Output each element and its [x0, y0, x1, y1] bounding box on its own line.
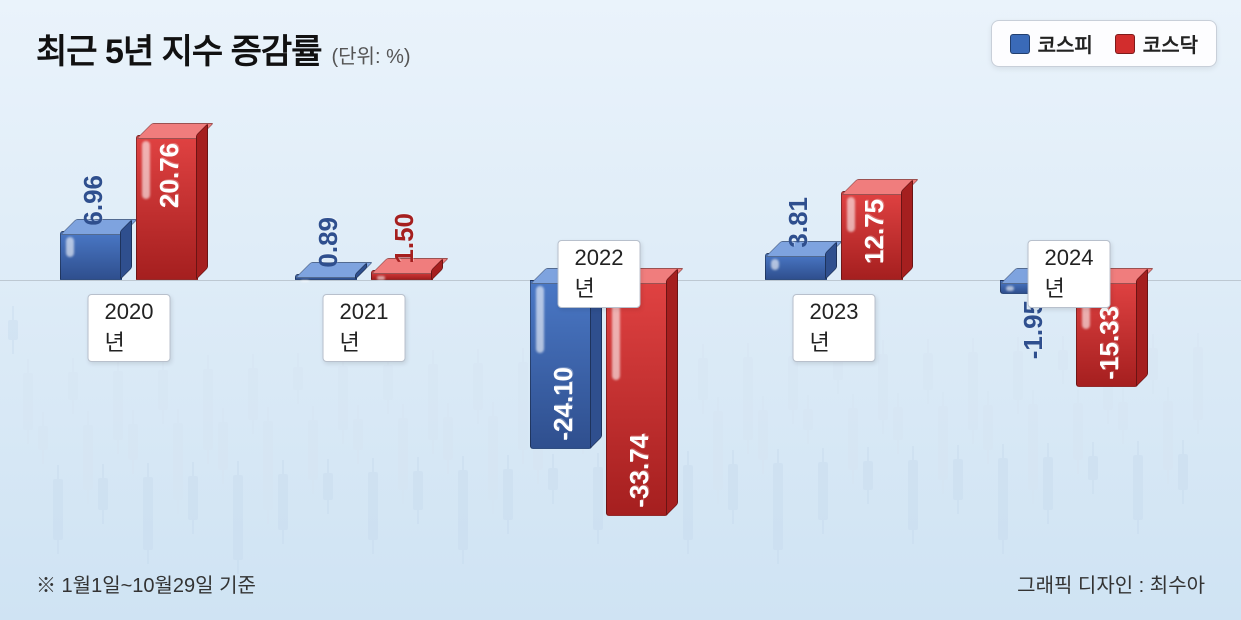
bar-kosdaq: -33.74 [606, 280, 668, 516]
legend: 코스피 코스닥 [991, 20, 1217, 67]
value-kosdaq: -33.74 [624, 434, 655, 508]
value-kospi: 0.89 [313, 217, 344, 268]
year-group: -24.10 -33.74 2022년 [530, 80, 668, 550]
year-group: -1.95 -15.332024년 [1000, 80, 1138, 550]
credit: 그래픽 디자인 : 최수아 [1017, 569, 1205, 598]
legend-item-kosdaq: 코스닥 [1115, 29, 1198, 58]
year-label: 2021년 [323, 294, 406, 362]
value-kospi: 3.81 [783, 197, 814, 248]
year-group: 0.89 1.50 2021년 [295, 80, 433, 550]
bar-kosdaq: 20.76 [136, 135, 198, 280]
bar-kospi: 3.81 [765, 253, 827, 280]
year-label: 2023년 [793, 294, 876, 362]
year-group: 3.81 12.75 2023년 [765, 80, 903, 550]
legend-label-kosdaq: 코스닥 [1143, 29, 1198, 58]
legend-swatch-kospi [1010, 34, 1030, 54]
year-label: 2020년 [88, 294, 171, 362]
chart-area: 6.96 20.76 2020년 0.89 1.50 2021년 -24.10 -33.74 2… [0, 80, 1241, 550]
value-kosdaq: 12.75 [859, 199, 890, 264]
year-group: 6.96 20.76 2020년 [60, 80, 198, 550]
bar-kosdaq: 12.75 [841, 191, 903, 280]
chart-unit: (단위: %) [332, 40, 411, 69]
value-kosdaq: 20.76 [154, 143, 185, 208]
legend-label-kospi: 코스피 [1038, 29, 1093, 58]
bar-kospi: 6.96 [60, 231, 122, 280]
year-label: 2022년 [558, 240, 641, 308]
legend-item-kospi: 코스피 [1010, 29, 1093, 58]
chart-title: 최근 5년 지수 증감률 [36, 24, 322, 73]
year-label: 2024년 [1028, 240, 1111, 308]
value-kospi: -1.95 [1018, 300, 1049, 359]
footnote: ※ 1월1일~10월29일 기준 [36, 569, 256, 598]
legend-swatch-kosdaq [1115, 34, 1135, 54]
bar-kospi: 0.89 [295, 274, 357, 280]
bar-kosdaq: 1.50 [371, 270, 433, 281]
value-kosdaq: -15.33 [1094, 306, 1125, 380]
value-kosdaq: 1.50 [389, 213, 420, 264]
value-kospi: 6.96 [78, 175, 109, 226]
value-kospi: -24.10 [548, 367, 579, 441]
